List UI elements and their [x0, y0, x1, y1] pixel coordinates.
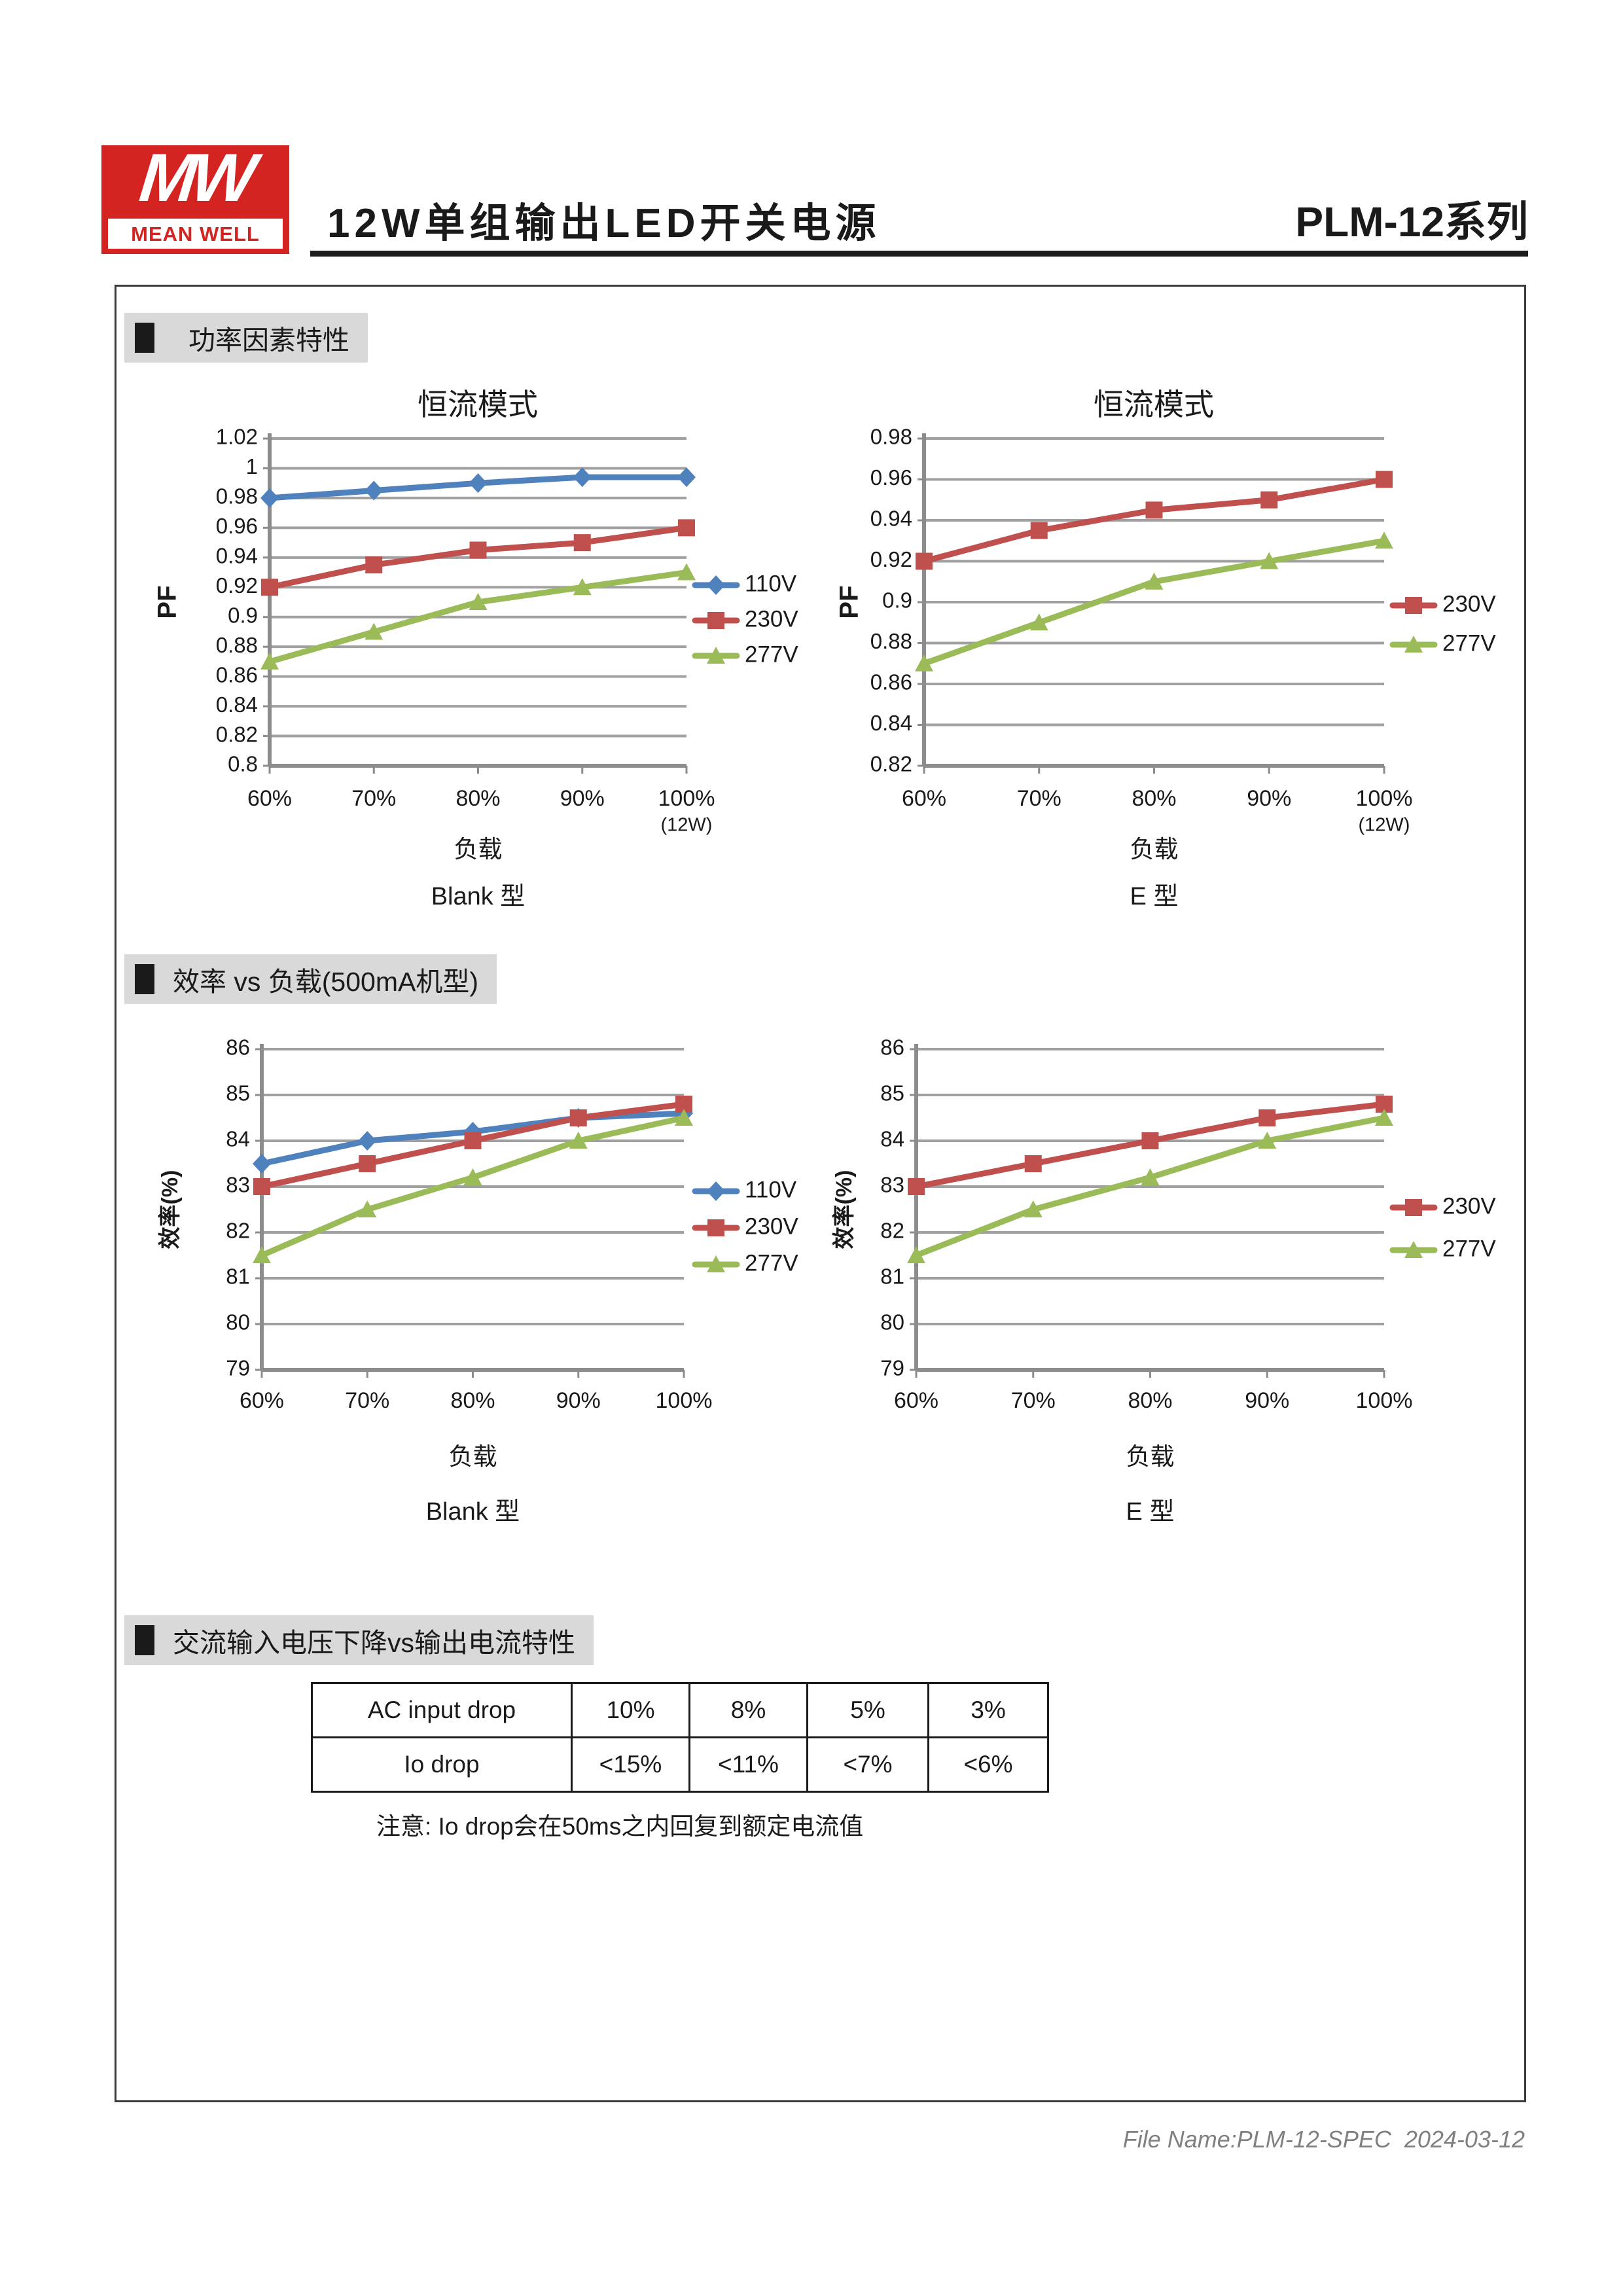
table-cell: <11% [688, 1736, 808, 1793]
section-title: 效率 vs 负载(500mA机型) [173, 967, 478, 997]
section-bullet-icon [135, 323, 154, 353]
footer-filename: File Name:PLM-12-SPEC 2024-03-12 [1122, 2126, 1525, 2153]
table-row: Io drop <15% <11% <7% <6% [311, 1736, 1049, 1793]
table-note: 注意: Io drop会在50ms之内回复到额定电流值 [376, 1813, 864, 1840]
section-header-efficiency: 效率 vs 负载(500mA机型) [124, 954, 497, 1004]
section-bullet-icon [135, 964, 154, 994]
title-rule [310, 251, 1528, 257]
table-cell: 3% [927, 1682, 1049, 1738]
section-bullet-icon [135, 1625, 154, 1655]
table-cell: <15% [571, 1736, 690, 1793]
section-title: 功率因素特性 [188, 325, 349, 355]
logo-mw-text: MW [136, 140, 255, 216]
content-frame [115, 285, 1526, 2102]
table-row: AC input drop 10% 8% 5% 3% [311, 1682, 1049, 1738]
ac-drop-table: AC input drop 10% 8% 5% 3% Io drop <15% … [311, 1682, 1049, 1793]
logo-brand-text: MEAN WELL [108, 219, 283, 249]
row-label: AC input drop [311, 1682, 573, 1738]
row-label: Io drop [311, 1736, 573, 1793]
table-cell: 10% [571, 1682, 690, 1738]
table-cell: <6% [927, 1736, 1049, 1793]
section-header-power-factor: 功率因素特性 [124, 313, 368, 363]
table-cell: 5% [806, 1682, 929, 1738]
section-title: 交流输入电压下降vs输出电流特性 [173, 1628, 575, 1658]
section-header-ac-drop: 交流输入电压下降vs输出电流特性 [124, 1615, 594, 1665]
table-cell: 8% [688, 1682, 808, 1738]
table-cell: <7% [806, 1736, 929, 1793]
page-title: 12W单组输出LED开关电源 [327, 201, 881, 246]
series-model: PLM-12系列 [1295, 198, 1528, 245]
meanwell-logo: MW MEAN WELL [101, 140, 289, 254]
